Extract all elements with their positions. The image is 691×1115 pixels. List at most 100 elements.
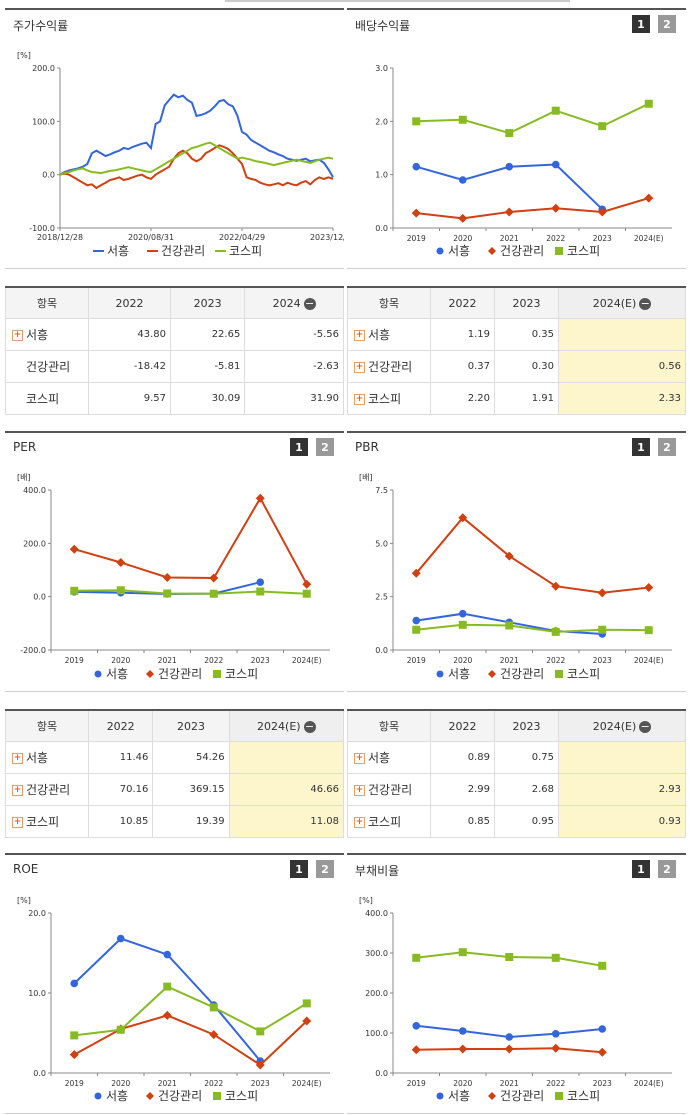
debt-ratio-panel: 부채비율 1 2 [%] 400.0 300.0 200.0 100.0 0.0 2019 2… bbox=[347, 853, 686, 1114]
series-line bbox=[73, 1014, 308, 1067]
data-point bbox=[412, 117, 421, 126]
table-row: + 서흥 43.80 22.65 -5.56 bbox=[5, 318, 344, 351]
x-tick-label: 2020 bbox=[453, 656, 472, 665]
table-header-2024: 2024− bbox=[244, 286, 344, 319]
legend-label: 코스피 bbox=[567, 1089, 600, 1103]
page-2-button[interactable]: 2 bbox=[658, 15, 676, 33]
table-row: + 건강관리 0.37 0.30 0.56 bbox=[347, 350, 687, 383]
y-tick-label: 2.5 bbox=[375, 593, 388, 602]
series-line bbox=[416, 197, 650, 220]
y-tick-label: 0.0 bbox=[33, 593, 46, 602]
data-point bbox=[209, 573, 219, 583]
page-2-button[interactable]: 2 bbox=[316, 438, 334, 456]
data-point bbox=[302, 589, 311, 598]
expand-icon[interactable]: + bbox=[354, 785, 365, 796]
y-tick-label: 10.0 bbox=[28, 989, 46, 998]
cell: 0.56 bbox=[557, 350, 687, 383]
table-header-2024e: 2024(E) − bbox=[557, 709, 687, 742]
page-2-button[interactable]: 2 bbox=[316, 860, 334, 878]
data-point bbox=[412, 616, 421, 625]
stock-return-table: 항목 2022 2023 2024− + 서흥 43.80 22.65 -5.56… bbox=[5, 286, 344, 415]
page-1-button[interactable]: 1 bbox=[290, 860, 308, 878]
page-2-button[interactable]: 2 bbox=[658, 860, 676, 878]
expand-icon[interactable]: + bbox=[354, 817, 365, 828]
collapse-icon[interactable]: − bbox=[303, 296, 316, 310]
x-tick-label: 2023 bbox=[593, 1079, 612, 1088]
x-tick-label: 2023 bbox=[251, 1079, 270, 1088]
data-point bbox=[505, 1033, 514, 1041]
page-1-button[interactable]: 1 bbox=[632, 438, 650, 456]
cell: 11.08 bbox=[228, 805, 345, 838]
expand-icon[interactable]: + bbox=[12, 785, 23, 796]
data-point bbox=[551, 203, 561, 213]
expand-icon[interactable]: + bbox=[354, 753, 365, 764]
cell: 9.57 bbox=[87, 382, 172, 415]
table-header-2022: 2022 bbox=[87, 286, 172, 319]
legend-marker bbox=[436, 670, 444, 678]
expand-icon[interactable]: + bbox=[12, 817, 23, 828]
data-point bbox=[69, 1050, 79, 1060]
data-point bbox=[597, 1047, 607, 1057]
cell: 1.19 bbox=[430, 318, 495, 351]
data-point bbox=[116, 934, 125, 943]
stock-return-panel: 주가수익률 [%] 200.0 100.0 0.0 -100.0 2018/12/28 20… bbox=[5, 8, 344, 269]
legend-label: 건강관리 bbox=[161, 244, 205, 258]
collapse-icon[interactable]: − bbox=[303, 719, 316, 733]
x-tick-label: 2019 bbox=[65, 656, 84, 665]
table-row: + 코스피 10.85 19.39 11.08 bbox=[5, 805, 345, 838]
dividend-yield-title: 배당수익률 bbox=[355, 19, 411, 33]
expand-icon[interactable]: + bbox=[12, 753, 23, 764]
data-point bbox=[505, 129, 514, 138]
x-tick-label: 2024(E) bbox=[634, 234, 664, 243]
x-tick-label: 2019 bbox=[407, 234, 426, 243]
expand-icon[interactable]: + bbox=[354, 394, 365, 405]
table-header-2022: 2022 bbox=[430, 286, 495, 319]
cell: -5.81 bbox=[170, 350, 246, 383]
y-tick-label: 5.0 bbox=[375, 539, 388, 548]
data-point bbox=[458, 115, 467, 124]
series-line bbox=[74, 985, 308, 1037]
data-point bbox=[411, 1045, 421, 1055]
data-point bbox=[598, 961, 607, 970]
collapse-icon[interactable]: − bbox=[639, 719, 652, 733]
data-point bbox=[458, 1044, 468, 1054]
cell: 369.15 bbox=[152, 773, 230, 806]
cell: 54.26 bbox=[152, 741, 230, 774]
row-label: 건강관리 bbox=[5, 350, 89, 383]
expand-icon[interactable]: + bbox=[354, 362, 365, 373]
expand-icon[interactable]: + bbox=[354, 330, 365, 341]
data-point bbox=[163, 589, 172, 598]
cell: 0.37 bbox=[430, 350, 495, 383]
x-tick-label: 2022 bbox=[204, 1079, 223, 1088]
row-label: + 건강관리 bbox=[347, 773, 431, 806]
data-point bbox=[256, 587, 265, 596]
table-row: + 서흥 0.89 0.75 bbox=[347, 741, 687, 774]
y-tick-label: 0.0 bbox=[375, 1069, 388, 1078]
header-2024e-label: 2024(E) bbox=[592, 296, 637, 310]
table-row: 건강관리 -18.42 -5.81 -2.63 bbox=[5, 350, 344, 383]
expand-icon[interactable]: + bbox=[12, 330, 23, 341]
data-point bbox=[70, 979, 79, 988]
legend-marker bbox=[555, 1092, 563, 1100]
page-2-button[interactable]: 2 bbox=[658, 438, 676, 456]
dividend-yield-panel: 배당수익률 1 2 3.0 2.0 1.0 0.0 2019 2020 2021 2022 20… bbox=[347, 8, 686, 269]
cell: 2.68 bbox=[493, 773, 559, 806]
page-1-button[interactable]: 1 bbox=[632, 15, 650, 33]
cell: 22.65 bbox=[170, 318, 246, 351]
row-label-text: 건강관리 bbox=[26, 783, 71, 797]
data-point bbox=[597, 588, 607, 598]
y-tick-label: 300.0 bbox=[365, 949, 388, 958]
series-line bbox=[416, 623, 649, 633]
series-line bbox=[74, 496, 308, 585]
data-point bbox=[412, 1022, 421, 1030]
page-1-button[interactable]: 1 bbox=[632, 860, 650, 878]
table-row: + 코스피 2.20 1.91 2.33 bbox=[347, 382, 687, 415]
top-strip bbox=[225, 0, 570, 2]
x-tick-label: 2022 bbox=[204, 656, 223, 665]
x-tick-label: 2022 bbox=[546, 1079, 565, 1088]
cell: -2.63 bbox=[244, 350, 344, 383]
page-1-button[interactable]: 1 bbox=[290, 438, 308, 456]
collapse-icon[interactable]: − bbox=[639, 296, 652, 310]
data-point bbox=[209, 1030, 219, 1040]
row-label-text: 코스피 bbox=[26, 815, 60, 829]
